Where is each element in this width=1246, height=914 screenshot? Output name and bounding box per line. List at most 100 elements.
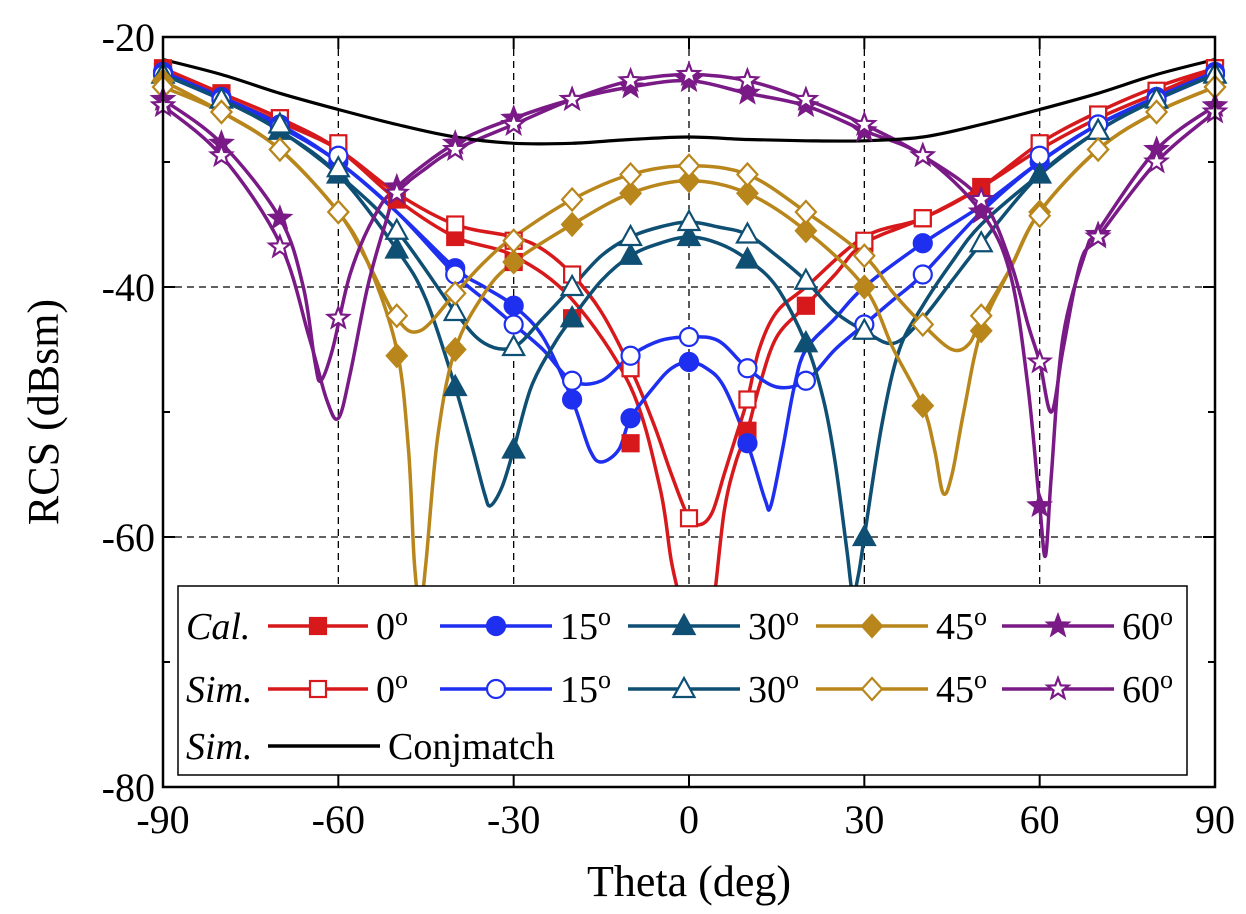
diamond-marker [1145,99,1169,125]
circle-marker [562,389,583,410]
triangle-marker [671,675,697,699]
star-marker [1143,147,1171,174]
triangle-marker [851,523,877,547]
circle-marker [737,358,758,379]
star-marker [909,141,937,168]
star-marker [324,304,352,330]
triangle-marker [384,236,410,259]
star-marker [266,204,294,230]
square-marker [738,390,757,409]
diamond-marker [852,243,876,269]
degree-superscript: o [786,665,799,694]
triangle-marker [671,612,697,636]
square-marker [796,296,815,315]
degree-superscript: o [974,665,987,694]
x-tick-label: -90 [136,797,189,842]
circle-marker [503,314,524,335]
circle-marker [485,615,507,637]
x-tick-label: -30 [487,797,540,842]
triangle-marker [559,304,585,328]
diamond-marker [969,318,993,344]
star-marker [383,179,411,205]
diamond-marker [860,676,884,702]
series-line-sim-0 [163,66,1215,527]
square-marker [308,679,328,699]
marker-layer [149,59,1229,547]
x-axis-title: Theta (deg) [587,857,791,906]
star-marker [1026,491,1054,518]
diamond-marker [794,199,818,225]
x-tick-label: 90 [1195,797,1235,842]
triangle-marker [384,217,410,240]
diamond-marker [560,211,584,238]
star-marker [734,66,761,93]
circle-marker [678,326,700,348]
square-marker [308,616,328,636]
legend-entry-label: 0o [376,602,408,648]
diamond-marker [443,336,467,363]
y-axis-title: RCS (dBsm) [19,299,68,525]
triangle-marker [618,223,643,247]
star-marker [1044,611,1072,638]
diamond-marker [1086,136,1110,163]
triangle-marker [325,154,351,178]
circle-marker [678,351,700,373]
diamond-marker [385,343,409,369]
degree-superscript: o [1160,602,1173,631]
degree-superscript: o [395,665,408,694]
degree-superscript: o [598,602,611,631]
diamond-marker [911,311,935,338]
star-marker [967,197,995,224]
square-marker [621,434,640,453]
x-tick-label: 60 [1020,797,1060,842]
legend-entry-label: 30o [748,602,799,648]
legend-entry-label: 30o [748,665,799,711]
diamond-marker [560,186,584,213]
diamond-marker [735,180,759,206]
series-line-sim-30 [163,72,1215,351]
legend-entry-label: Conjmatch [388,726,555,768]
triangle-marker [793,267,819,290]
triangle-marker [676,223,702,247]
diamond-marker [852,274,876,300]
triangle-marker [618,242,643,265]
series-line-sim-60 [163,72,1215,421]
diamond-marker [677,153,701,179]
square-marker [446,215,465,234]
diamond-marker [735,161,759,188]
legend-row-label: Sim. [186,726,253,768]
diamond-marker [794,218,818,244]
legend-row-label: Cal. [186,606,250,648]
degree-superscript: o [1160,665,1173,694]
diamond-marker [677,168,701,194]
square-marker [913,209,932,228]
y-tick-label: -40 [102,265,155,310]
star-marker [967,185,995,211]
star-marker [675,60,703,86]
diamond-marker [911,393,935,419]
triangle-marker [793,329,819,353]
diamond-marker [502,249,526,275]
triangle-marker [267,111,293,134]
star-marker [1026,347,1054,374]
diamond-marker [502,228,526,254]
triangle-marker [501,333,527,357]
circle-marker [620,408,641,429]
diamond-marker [619,161,643,188]
triangle-marker [676,208,702,232]
diamond-marker [969,303,993,329]
diamond-marker [385,303,409,329]
star-marker [617,66,644,93]
diamond-marker [326,199,350,225]
degree-superscript: o [974,602,987,631]
diamond-marker [443,280,467,306]
circle-marker [737,433,758,454]
star-marker [792,85,820,111]
star-marker [208,141,235,168]
degree-superscript: o [598,665,611,694]
square-marker [679,509,699,528]
y-tick-label: -20 [102,15,155,60]
triangle-marker [442,373,468,397]
